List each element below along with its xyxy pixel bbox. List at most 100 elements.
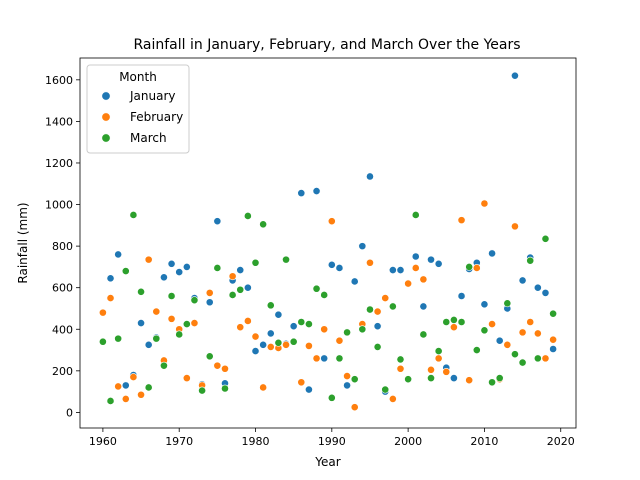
legend-label: January: [129, 89, 176, 103]
point-march: [198, 386, 206, 395]
point-january: [366, 172, 374, 181]
point-february: [213, 361, 222, 370]
x-tick-label: 2010: [470, 435, 498, 448]
data-points: [98, 71, 558, 412]
point-january: [114, 250, 123, 259]
point-january: [266, 329, 275, 338]
point-march: [320, 291, 329, 299]
point-february: [465, 376, 474, 385]
point-march: [297, 318, 306, 326]
point-march: [366, 305, 374, 314]
point-january: [175, 268, 184, 277]
point-march: [427, 374, 435, 383]
point-february: [533, 329, 542, 338]
point-january: [388, 266, 397, 274]
point-march: [411, 211, 420, 219]
point-march: [175, 330, 184, 339]
legend: Month January February March: [86, 64, 190, 154]
point-march: [396, 355, 405, 364]
y-axis-label: Rainfall (mm): [16, 202, 30, 283]
point-march: [457, 318, 466, 326]
point-march: [213, 264, 222, 272]
point-february: [251, 332, 260, 341]
point-march: [465, 263, 474, 271]
legend-box: [86, 64, 190, 154]
y-tick-label: 0: [66, 406, 73, 419]
point-march: [373, 343, 382, 351]
point-march: [190, 296, 199, 305]
x-tick-label: 1960: [89, 435, 117, 448]
point-march: [167, 292, 176, 300]
point-january: [274, 310, 283, 319]
point-january: [320, 354, 329, 363]
point-february: [526, 318, 535, 326]
x-tick-label: 1980: [242, 435, 270, 448]
point-march: [488, 378, 496, 387]
point-january: [335, 264, 344, 272]
point-march: [114, 334, 123, 343]
point-january: [213, 217, 222, 226]
point-january: [419, 302, 428, 311]
point-february: [114, 382, 123, 391]
point-february: [228, 272, 237, 281]
point-january: [137, 319, 145, 327]
point-january: [251, 347, 260, 355]
point-january: [182, 263, 191, 271]
y-tick-label: 1200: [45, 157, 73, 170]
y-tick-label: 800: [52, 240, 73, 253]
point-february: [480, 199, 489, 208]
point-march: [152, 334, 161, 343]
point-january: [495, 336, 504, 345]
point-march: [450, 316, 458, 324]
legend-marker-january: [101, 91, 111, 101]
point-january: [427, 255, 435, 264]
point-march: [549, 309, 558, 318]
point-february: [320, 325, 329, 334]
point-february: [434, 354, 443, 363]
y-tick-label: 400: [52, 323, 73, 336]
point-february: [350, 403, 359, 412]
y-tick-label: 1400: [45, 115, 73, 128]
point-january: [511, 71, 519, 80]
point-january: [144, 340, 153, 349]
point-march: [221, 384, 229, 393]
point-february: [152, 307, 161, 316]
point-march: [518, 358, 527, 367]
point-january: [312, 187, 321, 195]
point-march: [98, 337, 107, 346]
point-february: [98, 308, 107, 317]
point-february: [205, 288, 214, 297]
point-january: [167, 259, 176, 268]
point-february: [167, 314, 176, 323]
point-january: [488, 249, 496, 258]
point-march: [503, 299, 512, 308]
point-february: [518, 328, 527, 337]
point-february: [472, 264, 481, 272]
y-tick-label: 200: [52, 365, 73, 378]
point-february: [511, 222, 519, 231]
x-tick-label: 1990: [318, 435, 346, 448]
point-march: [251, 258, 260, 267]
point-february: [327, 217, 336, 226]
point-february: [343, 372, 351, 380]
point-january: [121, 381, 130, 390]
point-february: [221, 364, 229, 373]
point-march: [274, 338, 283, 347]
point-february: [503, 340, 512, 349]
point-january: [350, 277, 359, 286]
point-february: [121, 394, 130, 403]
point-february: [457, 216, 466, 225]
point-january: [411, 252, 420, 261]
chart-title: Rainfall in January, February, and March…: [133, 37, 520, 53]
point-february: [381, 294, 390, 302]
legend-marker-march: [101, 133, 111, 143]
point-february: [488, 320, 496, 328]
point-march: [160, 361, 168, 370]
point-march: [121, 267, 130, 275]
point-january: [396, 266, 405, 274]
point-march: [282, 255, 290, 264]
point-march: [434, 347, 443, 355]
point-february: [129, 373, 138, 381]
point-february: [541, 354, 550, 363]
